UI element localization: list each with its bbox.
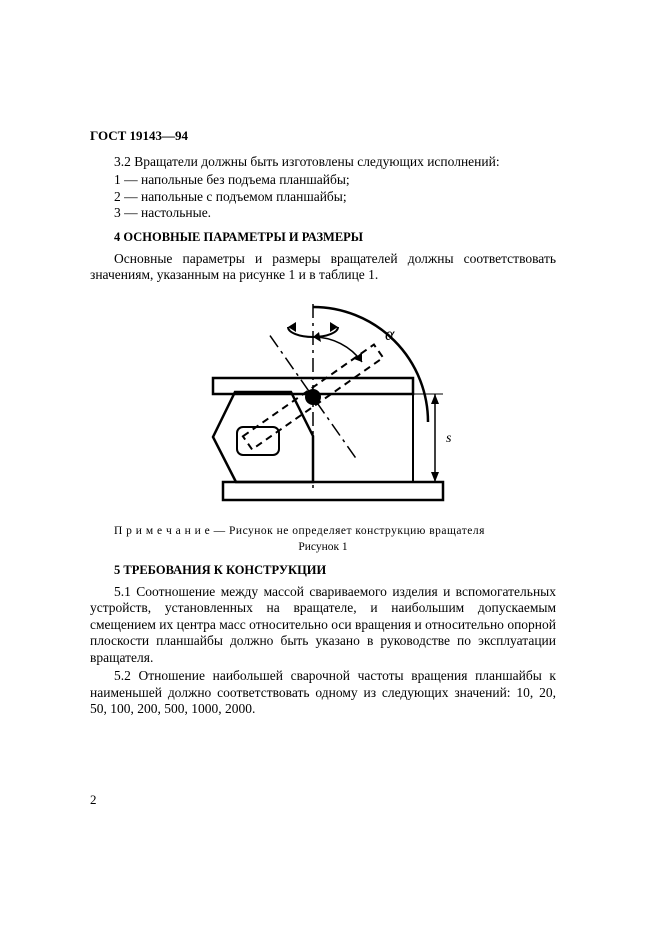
figure-caption: Рисунок 1 <box>90 541 556 553</box>
section-4-text: Основные параметры и размеры вращателей … <box>90 251 556 284</box>
list-item-2: 2 — напольные с подъемом планшайбы; <box>114 189 556 205</box>
gost-header: ГОСТ 19143—94 <box>90 128 556 144</box>
para-5-1: 5.1 Соотношение между массой свариваемог… <box>90 584 556 666</box>
section-5-title: 5 ТРЕБОВАНИЯ К КОНСТРУКЦИИ <box>114 563 556 578</box>
page-number: 2 <box>90 792 97 808</box>
section-4-title: 4 ОСНОВНЫЕ ПАРАМЕТРЫ И РАЗМЕРЫ <box>114 230 556 245</box>
s-label: s <box>446 431 452 446</box>
alpha-label: α <box>385 324 395 344</box>
list-item-1: 1 — напольные без подъема планшайбы; <box>114 172 556 188</box>
figure-note: П р и м е ч а н и е — Рисунок не определ… <box>114 525 556 537</box>
list-item-3: 3 — настольные. <box>114 205 556 221</box>
figure-1: α s <box>90 292 556 517</box>
para-5-2: 5.2 Отношение наибольшей сварочной часто… <box>90 668 556 717</box>
para-3-2: 3.2 Вращатели должны быть изготовлены сл… <box>90 154 556 170</box>
